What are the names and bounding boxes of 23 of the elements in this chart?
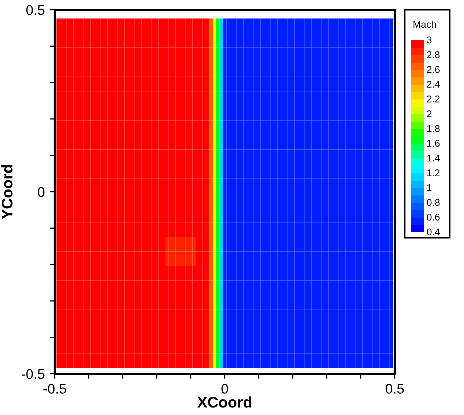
color-bar-title: Mach (414, 20, 436, 28)
color-bar-label: 0.8 (427, 199, 440, 206)
color-bar-label: 1.4 (428, 154, 440, 162)
color-bar-label: 0.4 (427, 228, 440, 236)
color-bar-label: 1.8 (428, 125, 440, 132)
y-tick-label: 0.5 (26, 5, 45, 16)
color-bar-label: 2 (427, 110, 432, 118)
x-tick-label: 0 (222, 384, 228, 394)
color-bar-label: 2.2 (427, 96, 440, 103)
color-bar-label: 3 (427, 36, 432, 44)
y-axis-title: YCoord (2, 165, 13, 220)
x-tick-label: -0.5 (44, 384, 66, 394)
color-bar-label: 1.2 (428, 170, 440, 176)
x-tick-label: 0.5 (386, 384, 404, 394)
color-bar-label: 1.6 (428, 140, 440, 148)
y-tick-label: -0.5 (22, 369, 45, 380)
color-bar-label: 2.8 (427, 52, 440, 58)
y-tick-label: 0 (38, 187, 45, 198)
color-bar-label: 2.4 (427, 81, 440, 88)
color-bar-label: 2.6 (427, 66, 440, 74)
color-bar-label: 1 (428, 184, 432, 192)
color-bar-label: 0.6 (427, 214, 440, 221)
x-axis-title: XCoord (198, 396, 252, 408)
